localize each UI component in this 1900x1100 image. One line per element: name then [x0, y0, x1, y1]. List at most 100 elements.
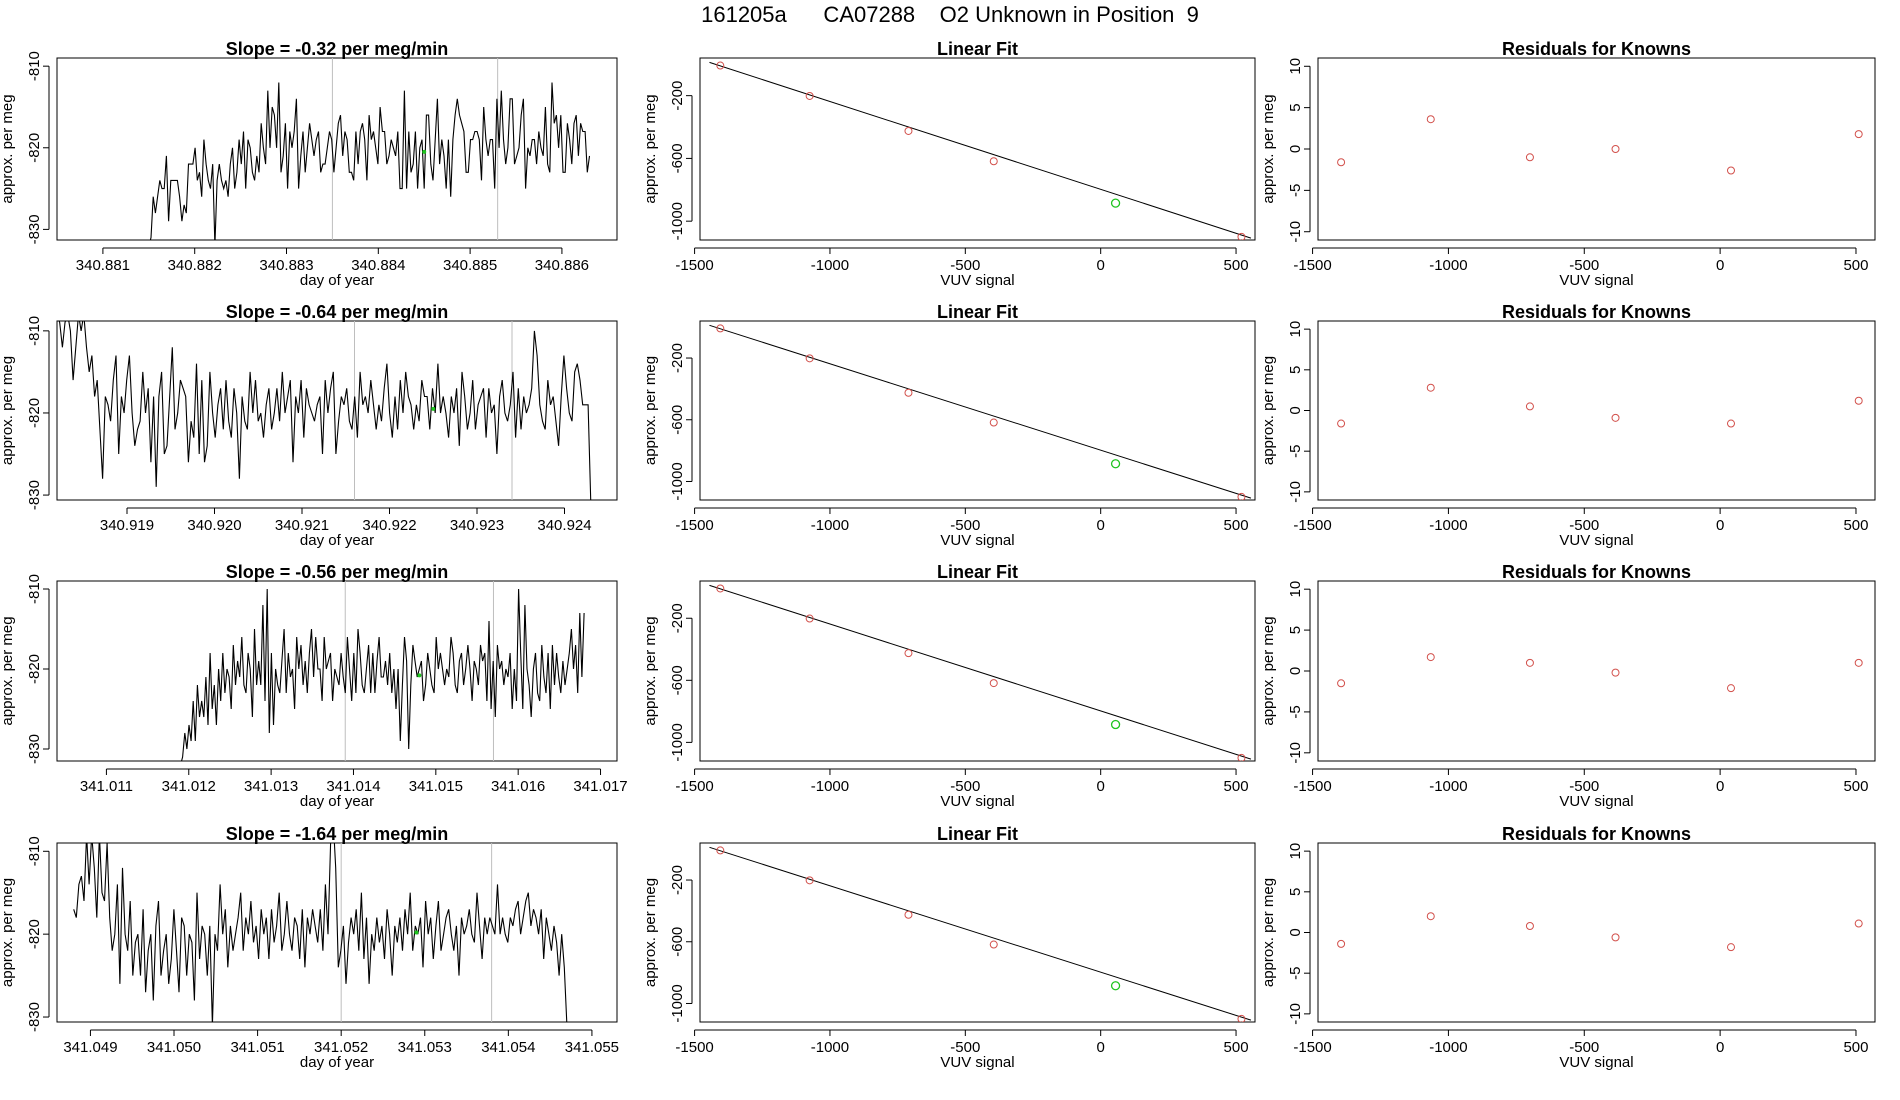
residual-point [1525, 153, 1534, 162]
residual-point [1337, 939, 1346, 948]
y-tick-label: -810 [26, 574, 43, 604]
known-point [904, 649, 913, 658]
plot-contents [709, 584, 1252, 761]
x-axis-label: VUV signal [940, 532, 1014, 549]
plot-contents [1337, 383, 1863, 428]
residual-point [1854, 396, 1863, 405]
residual-point [1854, 130, 1863, 139]
plot-frame [699, 842, 1256, 1023]
y-axis-label: approx. per meg [0, 878, 16, 987]
plot-frame [699, 320, 1256, 501]
plot-contents [58, 321, 592, 500]
chart-title: Residuals for Knowns [1502, 562, 1691, 582]
x-axis-label: day of year [300, 1054, 374, 1071]
x-tick-label: 341.014 [326, 778, 380, 795]
chart-panel-linear_fit-2: Linear Fit -1500 -1000 -500 0 500 VUV signal -1… [642, 562, 1256, 810]
chart-title: Residuals for Knowns [1502, 302, 1691, 322]
x-tick-label: -1500 [675, 517, 713, 534]
y-tick-label: -10 [1287, 742, 1304, 764]
chart-panel-linear_fit-3: Linear Fit -1500 -1000 -500 0 500 VUV signal -1… [642, 824, 1256, 1071]
x-tick-label: 340.924 [537, 517, 591, 534]
x-tick-label: 340.920 [187, 517, 241, 534]
known-point [1237, 1014, 1246, 1022]
x-tick-label: -1000 [811, 257, 849, 274]
x-tick-label: 340.886 [535, 257, 589, 274]
residual-point [1426, 383, 1435, 392]
y-tick-label: 5 [1287, 366, 1304, 374]
y-axis-label: approx. per meg [642, 94, 659, 203]
plot-frame [1317, 320, 1876, 501]
x-tick-label: 341.015 [409, 778, 463, 795]
x-tick-label: 341.055 [565, 1039, 619, 1056]
fit-line [709, 61, 1252, 239]
known-point [904, 126, 913, 135]
x-tick-label: 500 [1843, 517, 1868, 534]
y-tick-label: -600 [669, 927, 686, 957]
x-tick-label: 500 [1843, 257, 1868, 274]
y-tick-label: -830 [26, 1002, 43, 1032]
plot-frame [1317, 580, 1876, 762]
plot-frame [56, 320, 618, 501]
y-tick-label: 5 [1287, 888, 1304, 896]
y-tick-label: -830 [26, 734, 43, 764]
x-tick-label: 0 [1097, 517, 1105, 534]
page-title: 161205a CA07288 O2 Unknown in Position 9 [701, 2, 1199, 27]
known-point [1237, 492, 1246, 500]
y-axis-label: approx. per meg [0, 356, 16, 465]
residual-point [1525, 921, 1534, 930]
known-point [805, 91, 814, 100]
chart-panel-timeseries-3: Slope = -1.64 per meg/min 341.049 341.050 3… [0, 824, 619, 1071]
known-point [904, 388, 913, 397]
fit-line [709, 846, 1252, 1021]
x-tick-label: -1000 [1429, 778, 1467, 795]
y-axis-label: approx. per meg [0, 616, 16, 725]
y-tick-label: -1000 [669, 723, 686, 761]
known-point [989, 679, 998, 688]
chart-panel-residuals-1: Residuals for Knowns -1500 -1000 -500 0 500 VU… [1260, 302, 1876, 549]
chart-panel-timeseries-2: Slope = -0.56 per meg/min 341.011 341.012 3… [0, 562, 628, 810]
unknown-point [431, 406, 436, 411]
series-line [58, 321, 592, 500]
y-tick-label: -200 [669, 865, 686, 895]
y-tick-label: -5 [1287, 967, 1304, 980]
known-point [989, 940, 998, 949]
plot-frame [1317, 842, 1876, 1023]
x-tick-label: 340.919 [100, 517, 154, 534]
x-tick-label: -1000 [1429, 1039, 1467, 1056]
plot-frame [699, 580, 1256, 762]
x-tick-label: 500 [1224, 1039, 1249, 1056]
x-tick-label: -1000 [811, 1039, 849, 1056]
x-axis-label: day of year [300, 272, 374, 289]
x-tick-label: -500 [950, 1039, 980, 1056]
x-tick-label: -1000 [1429, 517, 1467, 534]
residual-point [1337, 419, 1346, 428]
y-tick-label: -820 [26, 133, 43, 163]
unknown-point [414, 930, 419, 935]
x-tick-label: -500 [1569, 257, 1599, 274]
residual-point [1726, 419, 1735, 428]
known-point [1237, 232, 1246, 240]
x-tick-label: 0 [1716, 1039, 1724, 1056]
known-point [805, 876, 814, 885]
x-tick-label: 500 [1224, 778, 1249, 795]
plot-frame [56, 842, 618, 1023]
chart-title: Slope = -1.64 per meg/min [226, 824, 449, 844]
y-tick-label: -200 [669, 603, 686, 633]
y-tick-label: -200 [669, 343, 686, 373]
residual-point [1426, 115, 1435, 124]
y-tick-label: 5 [1287, 626, 1304, 634]
residual-point [1611, 668, 1620, 677]
unknown-point [422, 149, 427, 154]
chart-title: Linear Fit [937, 562, 1018, 582]
x-tick-label: 341.013 [244, 778, 298, 795]
y-tick-label: -600 [669, 143, 686, 173]
residual-point [1525, 658, 1534, 667]
y-tick-label: 10 [1287, 581, 1304, 598]
chart-panel-timeseries-1: Slope = -0.64 per meg/min 340.919 340.920 3… [0, 302, 618, 549]
chart-panel-linear_fit-1: Linear Fit -1500 -1000 -500 0 500 VUV signal -1… [642, 302, 1256, 549]
x-tick-label: 500 [1843, 1039, 1868, 1056]
plot-contents [73, 843, 568, 1022]
x-tick-label: 0 [1097, 1039, 1105, 1056]
fit-line [709, 584, 1252, 760]
x-axis-label: VUV signal [940, 272, 1014, 289]
